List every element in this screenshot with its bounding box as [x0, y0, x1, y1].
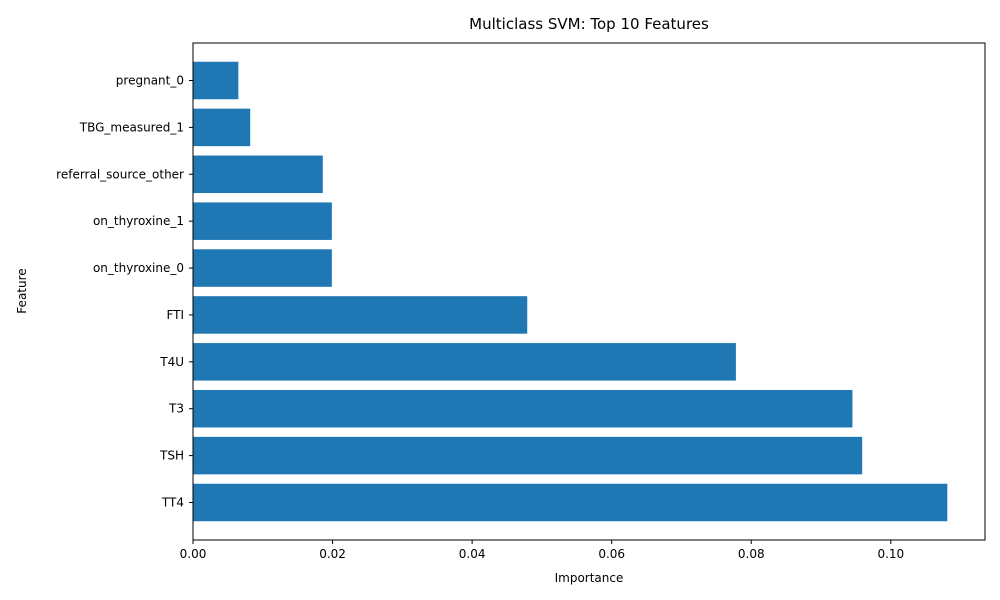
- x-tick-label: 0.02: [319, 547, 346, 561]
- x-tick-label: 0.08: [738, 547, 765, 561]
- x-tick-label: 0.00: [180, 547, 207, 561]
- y-tick-label: T3: [168, 402, 184, 416]
- y-axis-label: Feature: [15, 268, 29, 313]
- y-tick-label: referral_source_other: [56, 167, 184, 181]
- y-tick-label: TSH: [159, 449, 184, 463]
- bar-TBG_measured_1: [193, 108, 251, 147]
- x-ticks-group: 0.00 0.02 0.04 0.06 0.08 0.10: [180, 540, 904, 561]
- y-ticks-group: TT4 TSH T3 T4U FTI on_thyroxine_0 on_thyroxine…: [56, 74, 193, 509]
- plot-frame: [192, 42, 986, 541]
- x-axis-label: Importance: [555, 571, 624, 585]
- y-tick-label: T4U: [159, 355, 184, 369]
- y-tick-label: TBG_measured_1: [79, 120, 184, 134]
- bar-T4U: [193, 343, 736, 381]
- y-tick-label: pregnant_0: [116, 74, 184, 88]
- bar-TSH: [193, 436, 863, 475]
- bars-group: [193, 61, 948, 522]
- bar-on_thyroxine_1: [193, 202, 332, 240]
- bar-pregnant_0: [193, 61, 239, 100]
- x-tick-label: 0.04: [459, 547, 486, 561]
- x-tick-label: 0.10: [877, 547, 904, 561]
- y-tick-label: on_thyroxine_1: [93, 214, 184, 228]
- bar-referral_source_other: [193, 155, 323, 194]
- y-tick-label: on_thyroxine_0: [93, 261, 184, 275]
- x-tick-label: 0.06: [598, 547, 625, 561]
- bar-T3: [193, 389, 853, 428]
- bar-FTI: [193, 296, 528, 334]
- chart-title: Multiclass SVM: Top 10 Features: [469, 15, 709, 33]
- bar-on_thyroxine_0: [193, 249, 332, 287]
- y-tick-label: FTI: [166, 308, 184, 322]
- y-tick-label: TT4: [161, 495, 184, 509]
- bar-TT4: [193, 483, 948, 522]
